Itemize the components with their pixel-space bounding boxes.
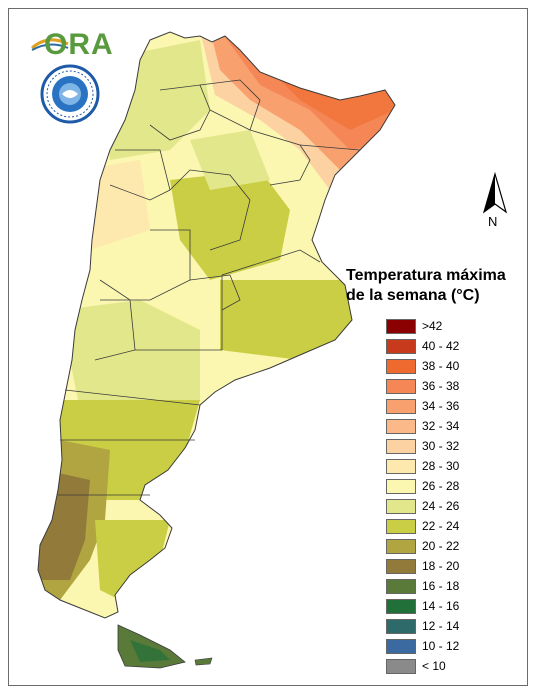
legend-label: 24 - 26	[422, 499, 460, 513]
legend-item: 38 - 40	[386, 356, 506, 376]
legend-swatch	[386, 358, 416, 374]
north-arrow-icon	[482, 172, 508, 214]
temperature-legend: Temperatura máxima de la semana (°C) >42…	[346, 266, 506, 676]
legend-label: 34 - 36	[422, 399, 460, 413]
legend-label: 14 - 16	[422, 599, 460, 613]
legend-label: >42	[422, 319, 443, 333]
legend-swatch	[386, 318, 416, 334]
legend-item: 26 - 28	[386, 476, 506, 496]
legend-swatch	[386, 338, 416, 354]
legend-swatch	[386, 538, 416, 554]
legend-label: 30 - 32	[422, 439, 460, 453]
legend-swatch	[386, 478, 416, 494]
smn-seal-icon	[40, 64, 100, 124]
legend-swatch	[386, 558, 416, 574]
legend-swatch	[386, 378, 416, 394]
legend-title-line-2: de la semana (°C)	[346, 287, 480, 304]
legend-label: 38 - 40	[422, 359, 460, 373]
legend-item: 32 - 34	[386, 416, 506, 436]
legend-label: 16 - 18	[422, 579, 460, 593]
legend-swatch	[386, 498, 416, 514]
legend-list: >42 40 - 42 38 - 40 36 - 38 34 - 36 32 -…	[386, 316, 506, 676]
legend-label: 18 - 20	[422, 559, 460, 573]
legend-label: 10 - 12	[422, 639, 460, 653]
legend-item: < 10	[386, 656, 506, 676]
legend-item: 20 - 22	[386, 536, 506, 556]
legend-item: 30 - 32	[386, 436, 506, 456]
legend-label: < 10	[422, 659, 446, 673]
legend-item: 16 - 18	[386, 576, 506, 596]
legend-label: 22 - 24	[422, 519, 460, 533]
legend-item: 18 - 20	[386, 556, 506, 576]
legend-item: 36 - 38	[386, 376, 506, 396]
legend-item: 28 - 30	[386, 456, 506, 476]
legend-swatch	[386, 598, 416, 614]
ora-swoosh-icon	[31, 38, 69, 51]
legend-swatch	[386, 618, 416, 634]
legend-item: >42	[386, 316, 506, 336]
legend-label: 36 - 38	[422, 379, 460, 393]
legend-label: 40 - 42	[422, 339, 460, 353]
north-label: N	[488, 214, 498, 229]
legend-swatch	[386, 638, 416, 654]
legend-item: 12 - 14	[386, 616, 506, 636]
legend-item: 22 - 24	[386, 516, 506, 536]
legend-label: 12 - 14	[422, 619, 460, 633]
legend-swatch	[386, 518, 416, 534]
legend-item: 40 - 42	[386, 336, 506, 356]
legend-item: 34 - 36	[386, 396, 506, 416]
ora-logo-text: ORA	[44, 28, 114, 61]
legend-label: 26 - 28	[422, 479, 460, 493]
legend-item: 24 - 26	[386, 496, 506, 516]
ora-logo: ORA	[30, 28, 113, 62]
legend-label: 20 - 22	[422, 539, 460, 553]
legend-swatch	[386, 658, 416, 674]
legend-label: 32 - 34	[422, 419, 460, 433]
legend-item: 14 - 16	[386, 596, 506, 616]
legend-title-line-1: Temperatura máxima	[346, 267, 506, 284]
legend-swatch	[386, 398, 416, 414]
legend-swatch	[386, 438, 416, 454]
legend-item: 10 - 12	[386, 636, 506, 656]
legend-swatch	[386, 418, 416, 434]
legend-swatch	[386, 458, 416, 474]
legend-swatch	[386, 578, 416, 594]
legend-label: 28 - 30	[422, 459, 460, 473]
